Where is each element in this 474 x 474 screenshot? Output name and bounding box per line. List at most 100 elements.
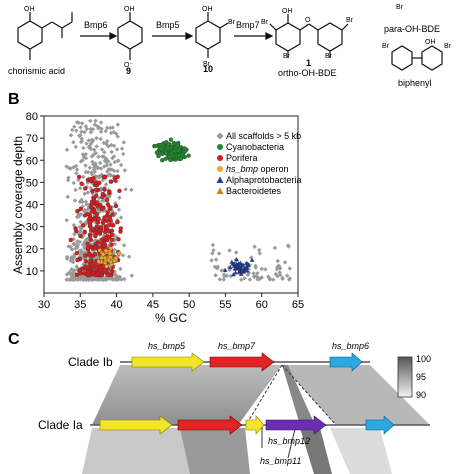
data-point: [232, 265, 238, 271]
data-point: [98, 136, 103, 142]
x-axis-label: % GC: [155, 311, 187, 325]
atom-br: Br: [396, 4, 404, 11]
data-point: [115, 134, 121, 139]
data-point: [108, 162, 113, 167]
genome-tracks: [90, 352, 430, 435]
data-point: [239, 277, 244, 282]
data-point: [99, 272, 105, 278]
data-point: [99, 206, 105, 211]
data-point: [117, 188, 122, 193]
data-point: [215, 266, 220, 271]
data-point: [79, 136, 84, 141]
data-point: [154, 150, 160, 155]
data-point: [96, 126, 101, 131]
data-point: [118, 226, 123, 231]
data-point: [216, 251, 222, 256]
gene-bmp7-arrow-ia: [177, 415, 243, 435]
data-point: [109, 142, 114, 148]
data-point: [71, 180, 76, 186]
data-point: [239, 271, 244, 276]
data-point: [287, 266, 292, 271]
data-point: [99, 147, 105, 152]
data-point: [108, 179, 113, 184]
data-point: [74, 214, 80, 220]
data-point: [257, 247, 262, 253]
data-point: [159, 146, 164, 151]
data-point: [98, 225, 104, 230]
data-point: [89, 137, 95, 143]
data-point: [96, 254, 101, 259]
data-point: [71, 253, 76, 259]
legend-marker: [217, 166, 223, 172]
legend-entry: Bacteroidetes: [226, 186, 282, 196]
data-point: [72, 232, 77, 237]
ortho-oh-bde-label: ortho-OH-BDE: [278, 68, 337, 78]
data-point: [84, 126, 90, 132]
data-point: [101, 233, 106, 238]
data-point: [102, 242, 107, 247]
atom-br: Br: [382, 43, 390, 50]
data-point: [98, 166, 104, 171]
data-point: [244, 268, 250, 273]
data-point: [88, 146, 94, 152]
data-point: [96, 217, 101, 222]
data-point: [246, 270, 252, 276]
data-point: [93, 238, 99, 243]
data-point: [88, 204, 94, 209]
data-point: [76, 174, 82, 179]
data-point: [83, 277, 89, 282]
legend-marker: [217, 155, 223, 161]
data-point: [272, 245, 278, 251]
scale-mid: 95: [416, 372, 426, 382]
data-point: [64, 272, 70, 277]
data-point: [78, 133, 83, 138]
homology-band: [282, 365, 315, 425]
data-point: [90, 270, 96, 275]
data-point: [107, 222, 112, 227]
scale-max: 100: [416, 354, 431, 364]
data-point: [92, 246, 97, 251]
data-point: [103, 235, 108, 241]
data-point: [96, 154, 101, 159]
reaction-arrows: [80, 32, 274, 40]
x-tick-label: 30: [38, 299, 50, 311]
atom-br: Br: [228, 19, 236, 26]
data-point: [81, 271, 87, 276]
data-point: [83, 156, 89, 161]
data-point: [80, 223, 86, 228]
legend-entry: All scaffolds > 5 kb: [226, 131, 301, 141]
data-point: [82, 250, 88, 255]
data-point: [108, 125, 113, 131]
data-point: [82, 239, 87, 244]
data-point: [111, 223, 116, 228]
data-point: [166, 145, 171, 151]
y-tick-label: 60: [26, 155, 38, 167]
data-point: [88, 130, 94, 135]
x-tick-label: 40: [110, 299, 122, 311]
data-point: [78, 125, 83, 130]
x-tick-label: 65: [292, 299, 304, 311]
data-point: [111, 168, 117, 174]
data-point: [219, 268, 224, 273]
data-point: [85, 245, 91, 250]
legend-entry: Alphaprotobacteria: [226, 175, 302, 185]
gene-bmp5-arrow: [131, 352, 205, 372]
homology-band: [180, 428, 250, 474]
x-tick-label: 50: [183, 299, 195, 311]
data-point: [107, 189, 112, 194]
data-point: [98, 120, 104, 125]
data-point: [69, 255, 74, 260]
data-point: [75, 242, 81, 248]
data-point: [78, 219, 83, 225]
identity-scale-bar: [397, 356, 413, 398]
legend-marker: [216, 132, 224, 140]
para-oh-bde-label: para-OH-BDE: [384, 24, 440, 34]
data-point: [68, 133, 74, 138]
data-point: [95, 165, 100, 170]
data-point: [118, 266, 123, 272]
gene-bmp11-arrow: [245, 415, 265, 435]
data-point: [109, 149, 114, 155]
data-point: [228, 273, 233, 279]
data-point: [108, 218, 113, 223]
data-point: [105, 125, 110, 131]
